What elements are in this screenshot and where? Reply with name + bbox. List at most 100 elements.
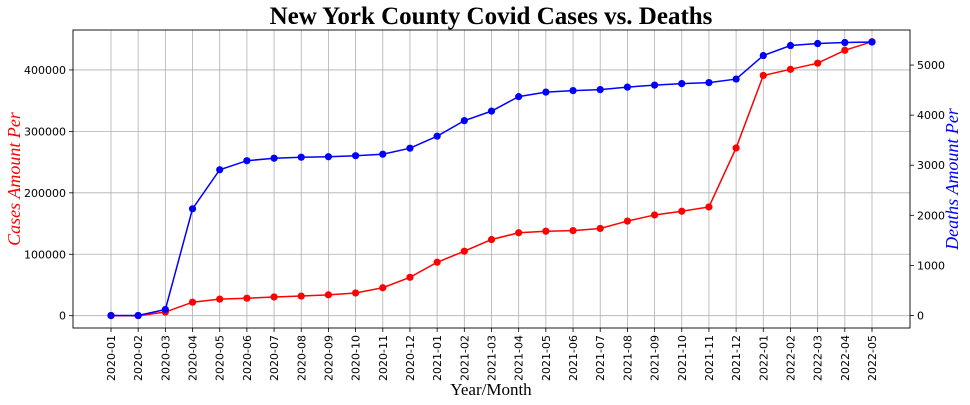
- x-tick-label: 2021-10: [676, 335, 689, 381]
- deaths-data-point: [406, 144, 414, 152]
- cases-data-point: [216, 295, 224, 303]
- x-tick-label: 2020-10: [350, 335, 363, 381]
- x-tick-label: 2021-04: [513, 335, 526, 381]
- deaths-data-point: [705, 78, 713, 87]
- deaths-data-point: [270, 154, 278, 162]
- deaths-data-point: [759, 51, 767, 60]
- cases-data-point: [786, 65, 795, 73]
- x-tick-label: 2020-07: [268, 335, 281, 381]
- y-axis-right: 0 1000 2000 3000 4000 5000: [910, 59, 945, 322]
- cases-data-point: [460, 247, 468, 255]
- cases-data-point: [650, 211, 659, 219]
- cases-data-point: [188, 298, 197, 306]
- deaths-data-point: [596, 86, 604, 94]
- x-tick-label: 2022-04: [839, 335, 852, 381]
- x-tick-label: 2020-02: [132, 335, 145, 381]
- deaths-data-point: [678, 79, 686, 88]
- cases-data-point: [814, 59, 822, 67]
- cases-data-point: [270, 293, 278, 301]
- cases-data-point: [569, 227, 577, 235]
- x-tick-label: 2020-06: [241, 335, 254, 381]
- deaths-data-point: [786, 41, 795, 50]
- y-left-tick-label: 200000: [24, 187, 66, 200]
- deaths-data-point: [161, 305, 169, 314]
- x-tick-label: 2021-02: [458, 335, 471, 381]
- cases-data-point: [515, 229, 523, 237]
- cases-data-point: [705, 203, 713, 211]
- x-tick-label: 2020-11: [377, 335, 390, 381]
- chart-title: New York County Covid Cases vs. Deaths: [270, 3, 713, 30]
- cases-data-point: [841, 46, 849, 54]
- deaths-data-point: [460, 117, 468, 125]
- x-axis: 2020-01 2020-02 2020-03 2020-04 2020-05 2020-…: [105, 328, 879, 381]
- cases-data-point: [732, 144, 740, 152]
- y-right-tick-label: 4000: [917, 109, 945, 122]
- deaths-data-point: [623, 83, 631, 91]
- y-left-tick-label: 400000: [24, 64, 66, 77]
- y-right-tick-label: 1000: [917, 259, 945, 272]
- x-tick-label: 2021-07: [594, 335, 607, 381]
- y-left-tick-label: 0: [59, 310, 66, 323]
- deaths-data-point: [569, 87, 577, 95]
- deaths-data-point: [433, 132, 441, 140]
- deaths-data-point: [297, 153, 305, 161]
- y-axis-left: 0 100000 200000 300000 400000: [24, 64, 73, 323]
- x-tick-label: 2021-01: [431, 335, 444, 381]
- deaths-data-point: [542, 88, 550, 96]
- cases-data-point: [406, 273, 414, 281]
- y-right-tick-label: 3000: [917, 159, 945, 172]
- x-tick-label: 2022-01: [757, 335, 770, 381]
- deaths-data-point: [324, 153, 333, 161]
- deaths-data-point: [216, 166, 224, 174]
- x-tick-label: 2021-03: [486, 335, 499, 381]
- cases-data-point: [542, 227, 550, 235]
- cases-data-point: [433, 258, 441, 266]
- x-tick-label: 2020-01: [105, 335, 118, 381]
- deaths-data-point: [243, 157, 251, 165]
- x-tick-label: 2021-11: [703, 335, 716, 381]
- x-tick-label: 2020-04: [187, 335, 200, 381]
- x-tick-label: 2021-06: [567, 335, 580, 381]
- deaths-data-point: [650, 81, 659, 89]
- deaths-data-point: [134, 311, 142, 320]
- y-left-tick-label: 300000: [24, 125, 66, 138]
- deaths-data-point: [515, 93, 523, 101]
- deaths-data-point: [487, 107, 496, 115]
- x-tick-label: 2021-08: [621, 335, 634, 381]
- grid: [73, 30, 910, 328]
- y-right-tick-label: 5000: [917, 59, 945, 72]
- x-tick-label: 2020-03: [159, 335, 172, 381]
- deaths-data-point: [107, 311, 115, 320]
- cases-data-point: [243, 294, 251, 302]
- x-tick-label: 2020-09: [322, 335, 335, 381]
- cases-data-point: [352, 289, 360, 297]
- x-tick-label: 2021-09: [649, 335, 662, 381]
- x-tick-label: 2020-12: [404, 335, 417, 381]
- cases-data-point: [324, 291, 333, 299]
- deaths-data-point: [379, 150, 387, 158]
- deaths-data-point: [732, 75, 740, 83]
- deaths-data-point: [868, 38, 876, 46]
- deaths-data-point: [814, 39, 822, 48]
- cases-data-point: [379, 284, 387, 292]
- x-tick-label: 2020-05: [214, 335, 227, 381]
- cases-data-point: [678, 207, 686, 215]
- x-tick-label: 2020-08: [295, 335, 308, 381]
- cases-data-point: [487, 235, 496, 244]
- cases-data-point: [623, 217, 631, 225]
- y-left-tick-label: 100000: [24, 248, 66, 261]
- x-tick-label: 2022-03: [812, 335, 825, 381]
- series-layer: [107, 38, 876, 320]
- y-right-tick-label: 0: [917, 309, 924, 322]
- cases-data-point: [596, 224, 604, 233]
- cases-data-point: [759, 71, 767, 80]
- deaths-data-point: [841, 38, 849, 47]
- cases-data-point: [297, 292, 305, 300]
- deaths-data-point: [352, 152, 360, 160]
- deaths-data-point: [188, 205, 197, 213]
- x-tick-label: 2021-12: [730, 335, 743, 381]
- y-axis-right-label: Deaths Amount Per: [942, 107, 962, 251]
- x-axis-label: Year/Month: [450, 380, 532, 399]
- y-axis-left-label: Cases Amount Per: [4, 111, 24, 246]
